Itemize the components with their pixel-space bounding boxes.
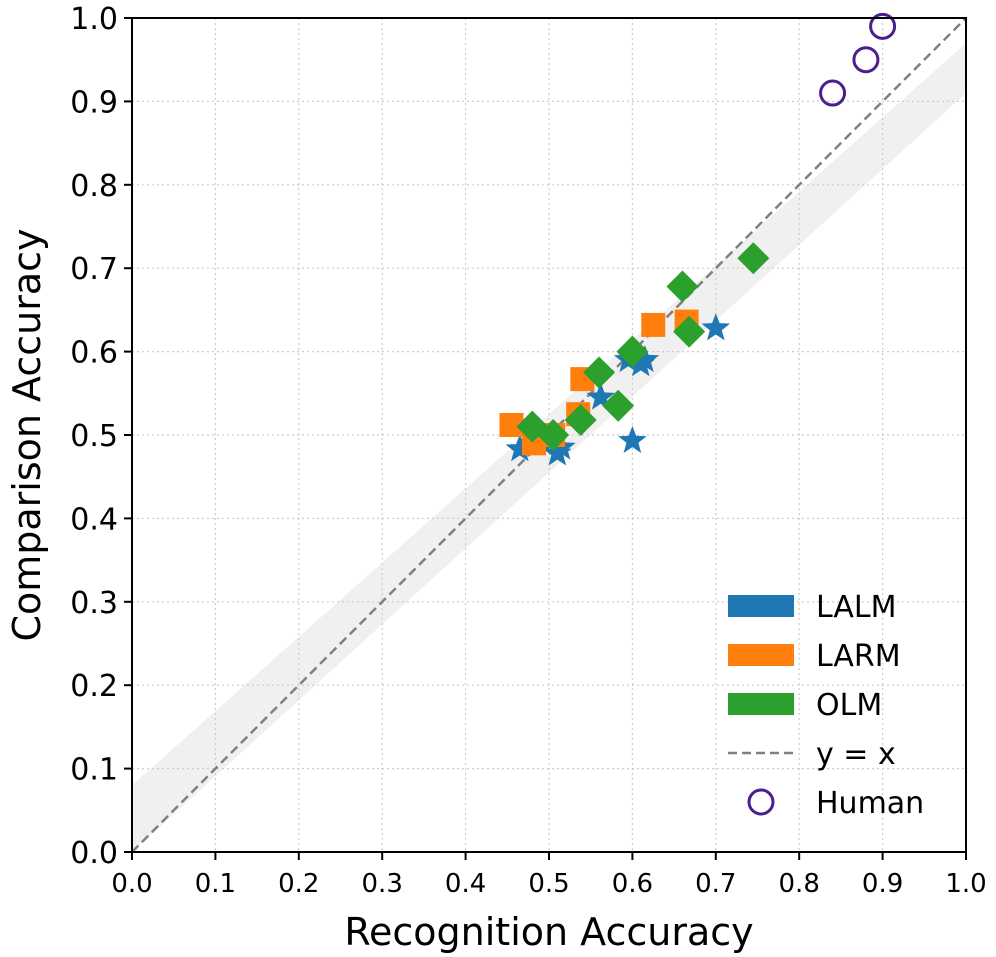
legend-item-larm: LARM bbox=[728, 639, 901, 674]
lalm-point bbox=[586, 382, 615, 410]
legend-item-olm: OLM bbox=[728, 688, 882, 723]
olm-point bbox=[602, 389, 635, 422]
x-tick-label: 0.2 bbox=[278, 869, 319, 899]
olm-point bbox=[673, 315, 706, 348]
x-axis-label: Recognition Accuracy bbox=[344, 910, 753, 954]
points-layer bbox=[499, 12, 897, 466]
lalm-point bbox=[630, 344, 660, 373]
x-tick-label: 1.0 bbox=[945, 869, 986, 899]
human-point bbox=[852, 46, 880, 74]
x-tick-label: 0.7 bbox=[695, 869, 736, 899]
x-tick-label: 0.8 bbox=[779, 869, 820, 899]
legend-swatch bbox=[747, 788, 775, 816]
olm-point bbox=[737, 242, 770, 275]
larm-point bbox=[499, 412, 524, 437]
y-tick-label: 0.3 bbox=[70, 586, 118, 621]
legend-swatch bbox=[728, 644, 794, 666]
legend-item-human: Human bbox=[747, 786, 924, 821]
lalm-point bbox=[505, 434, 535, 462]
x-tick-label: 0.6 bbox=[612, 869, 653, 899]
y-tick-label: 0.5 bbox=[70, 419, 118, 454]
olm-point bbox=[564, 403, 597, 436]
x-tick-label: 0.4 bbox=[445, 869, 486, 899]
y-axis-label: Comparison Accuracy bbox=[5, 228, 49, 641]
x-ticks: 0.0 0.1 0.2 0.3 0.4 0.5 0.6 0.7 0.8 0.9 1.0 bbox=[111, 852, 987, 899]
y-tick-label: 0.7 bbox=[70, 252, 118, 287]
x-tick-label: 0.3 bbox=[362, 869, 403, 899]
larm-point bbox=[641, 312, 666, 337]
legend-item-lalm: LALM bbox=[728, 590, 897, 625]
lalm-point bbox=[618, 425, 647, 453]
legend-label: y = x bbox=[816, 737, 896, 772]
series-human bbox=[819, 12, 897, 107]
x-tick-label: 0.5 bbox=[528, 869, 569, 899]
x-tick-label: 0.0 bbox=[111, 869, 152, 899]
olm-point bbox=[666, 270, 699, 303]
legend-swatch bbox=[728, 595, 794, 617]
y-tick-label: 0.4 bbox=[70, 502, 118, 537]
series-olm bbox=[516, 242, 770, 451]
x-tick-label: 0.9 bbox=[862, 869, 903, 899]
y-tick-label: 0.8 bbox=[70, 169, 118, 204]
legend-swatch bbox=[728, 693, 794, 715]
human-point bbox=[819, 79, 847, 107]
legend-label: Human bbox=[816, 786, 924, 821]
lalm-point bbox=[701, 313, 731, 341]
y-tick-label: 1.0 bbox=[70, 2, 118, 37]
y-tick-label: 0.1 bbox=[70, 753, 118, 788]
legend-label: LALM bbox=[816, 590, 897, 625]
y-tick-label: 0.9 bbox=[70, 85, 118, 120]
olm-point bbox=[583, 356, 616, 389]
y-tick-label: 0.0 bbox=[70, 836, 118, 871]
x-tick-label: 0.1 bbox=[195, 869, 236, 899]
human-point bbox=[869, 12, 897, 40]
legend-label: LARM bbox=[816, 639, 901, 674]
y-tick-label: 0.2 bbox=[70, 669, 118, 704]
y-ticks: 0.0 0.1 0.2 0.3 0.4 0.5 0.6 0.7 0.8 0.9 1.0 bbox=[70, 2, 132, 871]
olm-point bbox=[616, 335, 649, 368]
legend-item-y-x: y = x bbox=[728, 737, 896, 772]
legend-label: OLM bbox=[816, 688, 882, 723]
y-tick-label: 0.6 bbox=[70, 336, 118, 371]
legend: LALM LARM OLM y = x Human bbox=[728, 590, 924, 821]
olm-point bbox=[537, 419, 570, 451]
